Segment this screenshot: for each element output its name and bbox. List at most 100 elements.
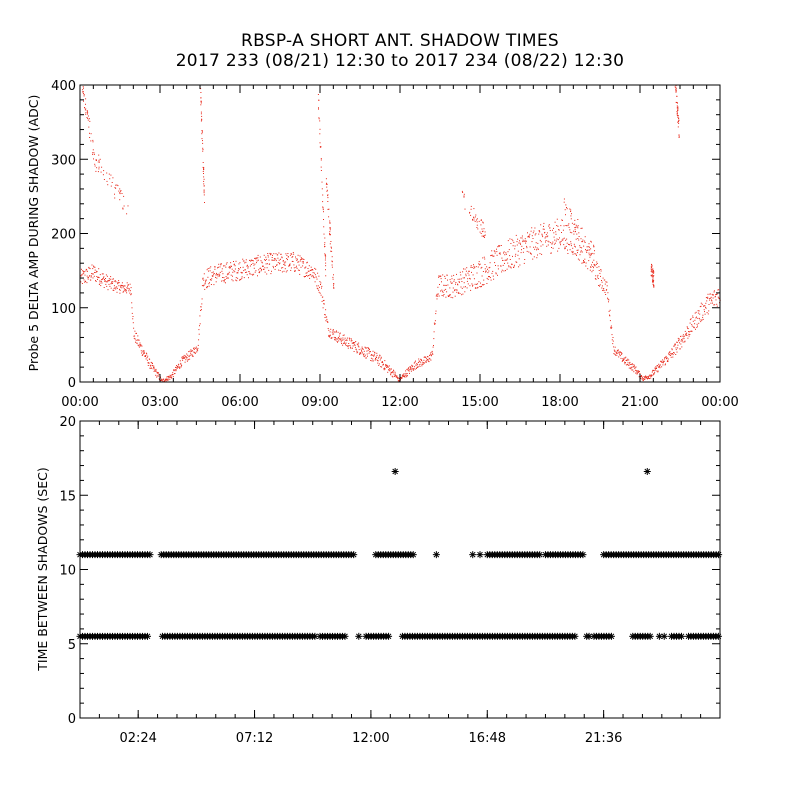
- top-data-point: [526, 250, 528, 252]
- top-data-point: [687, 328, 689, 330]
- top-data-point: [176, 367, 178, 369]
- top-data-point: [310, 266, 312, 268]
- top-data-point: [316, 285, 318, 287]
- top-data-point: [540, 245, 542, 247]
- top-data-point: [689, 319, 691, 321]
- top-data-point: [380, 356, 382, 358]
- top-data-point: [608, 299, 610, 301]
- top-data-point: [355, 341, 357, 342]
- top-data-point: [714, 304, 716, 306]
- top-data-point: [266, 273, 268, 275]
- top-data-point: [692, 320, 694, 322]
- top-x-tick-label: 03:00: [141, 395, 178, 410]
- top-data-point: [326, 316, 328, 318]
- top-data-point: [272, 259, 274, 261]
- top-data-point: [637, 372, 639, 373]
- top-data-point: [343, 342, 344, 344]
- top-data-point: [605, 281, 607, 283]
- top-data-point: [410, 369, 412, 371]
- top-data-point: [276, 264, 278, 266]
- top-data-point: [560, 244, 561, 246]
- top-data-point: [333, 333, 335, 335]
- top-data-point: [529, 246, 531, 248]
- top-data-point: [431, 351, 433, 353]
- top-data-point: [124, 285, 126, 287]
- top-data-point: [610, 328, 612, 329]
- top-data-point: [457, 283, 458, 285]
- top-data-point: [379, 355, 381, 357]
- top-data-point: [462, 271, 464, 273]
- top-data-point: [154, 369, 156, 371]
- top-data-point: [232, 271, 234, 273]
- top-data-point: [83, 91, 84, 93]
- top-data-point: [382, 364, 384, 366]
- top-data-point: [481, 266, 483, 268]
- top-data-point: [289, 264, 291, 266]
- top-data-point: [604, 279, 606, 281]
- top-data-point: [536, 247, 538, 249]
- top-data-point: [675, 347, 677, 349]
- top-data-point: [84, 109, 86, 111]
- top-data-point: [562, 238, 564, 240]
- top-data-point: [206, 269, 208, 271]
- top-data-point: [116, 286, 118, 288]
- top-data-point: [232, 275, 233, 277]
- top-data-point: [471, 267, 473, 268]
- top-data-point: [357, 344, 359, 346]
- top-data-point: [256, 260, 258, 262]
- top-data-point: [478, 281, 480, 283]
- top-data-point: [132, 322, 134, 324]
- top-data-point: [377, 357, 379, 359]
- top-data-point: [590, 254, 592, 256]
- top-data-point: [83, 95, 85, 97]
- top-data-point: [624, 361, 625, 363]
- top-data-point: [701, 303, 703, 305]
- top-data-point: [594, 265, 596, 267]
- top-data-point: [320, 158, 322, 160]
- top-data-point: [567, 249, 568, 251]
- top-data-point: [419, 361, 421, 363]
- top-data-point: [551, 243, 553, 245]
- top-data-point: [695, 317, 697, 319]
- top-data-point: [116, 291, 118, 293]
- top-data-point: [681, 339, 682, 341]
- top-data-point: [491, 250, 493, 252]
- top-data-point: [508, 249, 510, 251]
- top-data-point: [556, 225, 558, 226]
- top-data-point: [136, 342, 138, 344]
- top-data-point: [203, 178, 205, 180]
- top-data-point: [254, 263, 256, 265]
- top-data-point: [430, 359, 432, 361]
- top-data-point: [92, 139, 94, 141]
- top-data-point: [126, 292, 128, 294]
- top-data-point: [288, 256, 289, 258]
- top-data-point: [595, 278, 597, 280]
- top-data-point: [230, 262, 232, 264]
- top-data-point: [570, 211, 572, 212]
- top-data-point: [174, 369, 176, 371]
- top-data-point: [183, 356, 185, 358]
- top-data-point: [334, 338, 336, 340]
- top-data-point: [716, 293, 718, 295]
- top-data-point: [619, 355, 621, 357]
- top-data-point: [238, 268, 240, 270]
- top-data-point: [481, 231, 483, 233]
- top-data-point: [428, 357, 430, 359]
- top-data-point: [609, 320, 611, 322]
- top-data-point: [238, 268, 240, 269]
- top-data-point: [325, 178, 327, 180]
- top-data-point: [287, 253, 289, 254]
- top-data-point: [583, 245, 585, 247]
- top-data-point: [623, 359, 625, 360]
- top-data-point: [331, 256, 333, 258]
- top-data-point: [677, 121, 679, 123]
- top-data-point: [715, 294, 717, 296]
- top-data-point: [530, 253, 532, 255]
- top-data-point: [343, 334, 345, 336]
- top-data-point: [226, 277, 228, 279]
- top-data-point: [320, 170, 322, 171]
- top-data-point: [457, 284, 459, 286]
- top-data-point: [521, 237, 523, 239]
- top-data-point: [299, 273, 301, 275]
- top-data-point: [345, 342, 347, 344]
